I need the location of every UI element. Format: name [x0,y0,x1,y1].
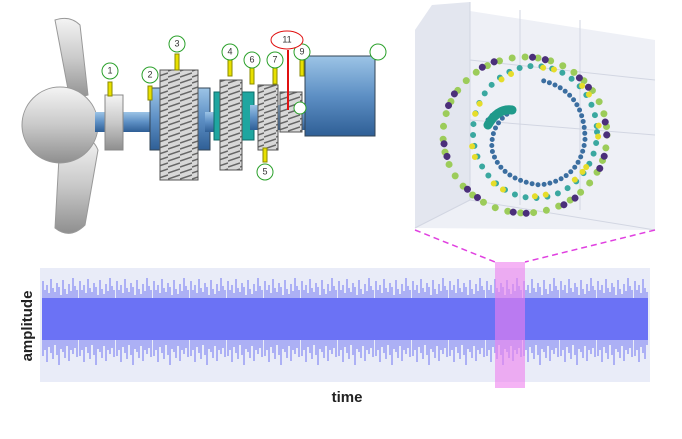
part-label: 6 [249,54,254,64]
phase-space-3d [414,2,656,231]
part-label: 5 [262,166,267,176]
part-label: 4 [227,46,232,56]
drivetrain: 1 2 3 4 5 6 7 9 11 [21,17,387,234]
part-label: 2 [147,69,152,79]
part-label: 11 [282,34,291,44]
part-label: 7 [272,54,277,64]
zoom-lines [414,229,656,263]
part-label: 1 [107,65,112,75]
highlight-window [495,262,525,388]
part-label: 3 [174,38,179,48]
y-axis-label: amplitude [19,291,36,362]
signal-plot [40,262,650,388]
x-axis-label: time [332,389,363,406]
part-label: 9 [299,46,304,56]
